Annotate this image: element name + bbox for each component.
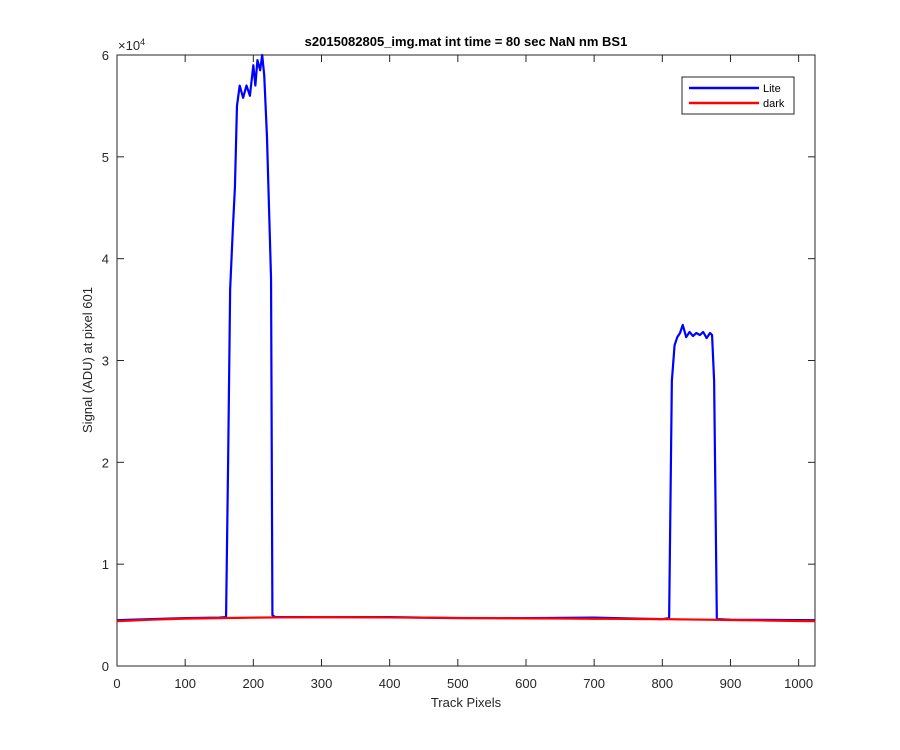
legend-label-lite: Lite [763,83,781,95]
x-tick-label: 0 [113,676,120,691]
x-tick-label: 300 [311,676,333,691]
tick-group: 0 100 200 300 400 500 600 700 800 900 1000 0 1 2 3 4 5 6 [102,48,815,691]
x-tick-label: 900 [720,676,742,691]
x-tick-label: 100 [174,676,196,691]
x-tick-label: 500 [447,676,469,691]
y-tick-label: 2 [102,455,109,470]
x-tick-label: 600 [515,676,537,691]
y-exponent-power: 4 [140,37,145,47]
y-tick-label: 3 [102,354,109,369]
y-tick-label: 4 [102,252,109,267]
y-axis-label: Signal (ADU) at pixel 601 [80,287,95,433]
x-axis-label: Track Pixels [431,695,502,710]
x-tick-label: 800 [651,676,673,691]
y-tick-label: 1 [102,557,109,572]
x-tick-label: 400 [379,676,401,691]
y-tick-label: 6 [102,48,109,63]
x-tick-label: 1000 [784,676,813,691]
legend-box [681,76,795,115]
y-tick-label: 5 [102,150,109,165]
y-exponent-base: ×10 [118,38,140,53]
series-line-dark [116,616,816,623]
legend: Lite dark [681,76,795,115]
axes-box [116,54,816,667]
x-tick-label: 700 [583,676,605,691]
x-tick-label: 200 [242,676,264,691]
chart-title: s2015082805_img.mat int time = 80 sec Na… [305,34,628,49]
y-tick-label: 0 [102,659,109,674]
legend-label-dark: dark [763,98,785,110]
y-exponent-label: ×104 [118,37,145,53]
series-group [116,53,816,623]
